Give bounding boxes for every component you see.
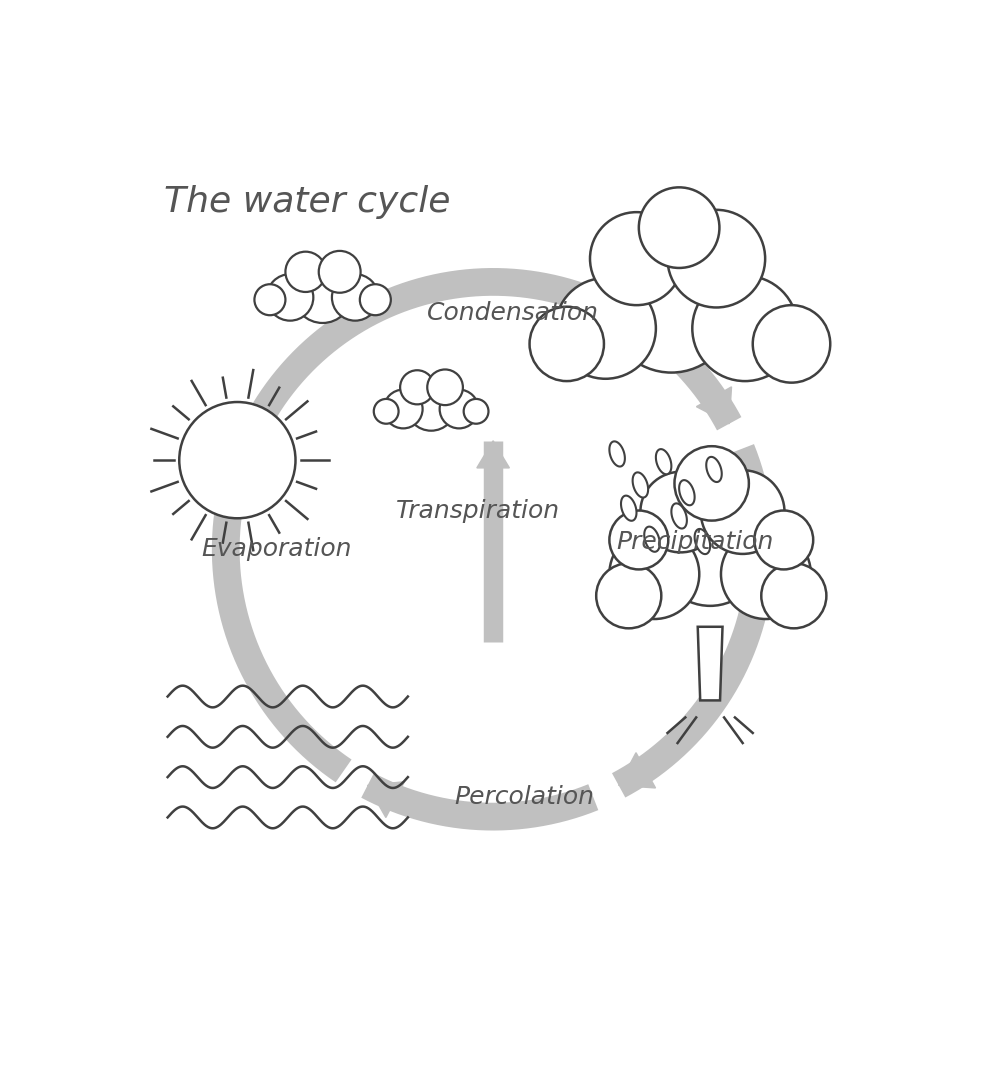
Polygon shape <box>621 496 637 521</box>
Circle shape <box>640 472 721 552</box>
Circle shape <box>721 529 811 619</box>
Polygon shape <box>698 626 723 701</box>
Circle shape <box>254 284 285 315</box>
Circle shape <box>608 245 735 373</box>
Text: VectorStock®: VectorStock® <box>20 1052 128 1065</box>
Circle shape <box>406 381 456 431</box>
Polygon shape <box>671 503 687 528</box>
Text: Percolation: Percolation <box>454 785 594 809</box>
Circle shape <box>179 402 296 518</box>
Polygon shape <box>368 782 404 818</box>
Polygon shape <box>619 753 656 788</box>
Text: Condensation: Condensation <box>426 301 598 325</box>
Circle shape <box>639 187 719 268</box>
Circle shape <box>668 210 765 308</box>
Text: Transpiration: Transpiration <box>396 499 560 523</box>
Circle shape <box>701 470 785 554</box>
Text: VectorStock.com/18516214: VectorStock.com/18516214 <box>807 1052 980 1065</box>
Polygon shape <box>644 527 660 552</box>
Circle shape <box>609 511 668 569</box>
Circle shape <box>609 529 699 619</box>
Text: Evaporation: Evaporation <box>201 537 351 562</box>
Text: The water cycle: The water cycle <box>164 185 450 219</box>
Circle shape <box>267 274 313 321</box>
Circle shape <box>596 564 661 629</box>
Circle shape <box>674 446 749 521</box>
Circle shape <box>464 399 488 423</box>
Circle shape <box>400 370 434 404</box>
Polygon shape <box>656 449 671 474</box>
Circle shape <box>374 399 399 423</box>
Circle shape <box>657 500 763 606</box>
Polygon shape <box>679 481 695 505</box>
Circle shape <box>753 306 830 382</box>
Polygon shape <box>609 442 625 467</box>
Circle shape <box>440 390 478 429</box>
Circle shape <box>384 390 423 429</box>
Circle shape <box>285 252 326 292</box>
Circle shape <box>761 564 826 629</box>
Circle shape <box>332 274 378 321</box>
Polygon shape <box>706 457 722 482</box>
Circle shape <box>754 511 813 569</box>
Polygon shape <box>633 472 648 498</box>
Circle shape <box>590 212 683 306</box>
Circle shape <box>319 251 361 293</box>
Circle shape <box>692 275 798 381</box>
Circle shape <box>360 284 391 315</box>
Polygon shape <box>695 529 710 554</box>
Circle shape <box>427 369 463 405</box>
Circle shape <box>530 307 604 381</box>
Circle shape <box>293 265 352 323</box>
Polygon shape <box>696 387 732 423</box>
Polygon shape <box>229 416 264 453</box>
Polygon shape <box>477 441 509 468</box>
Circle shape <box>555 278 656 379</box>
Text: Precipitation: Precipitation <box>616 529 773 554</box>
